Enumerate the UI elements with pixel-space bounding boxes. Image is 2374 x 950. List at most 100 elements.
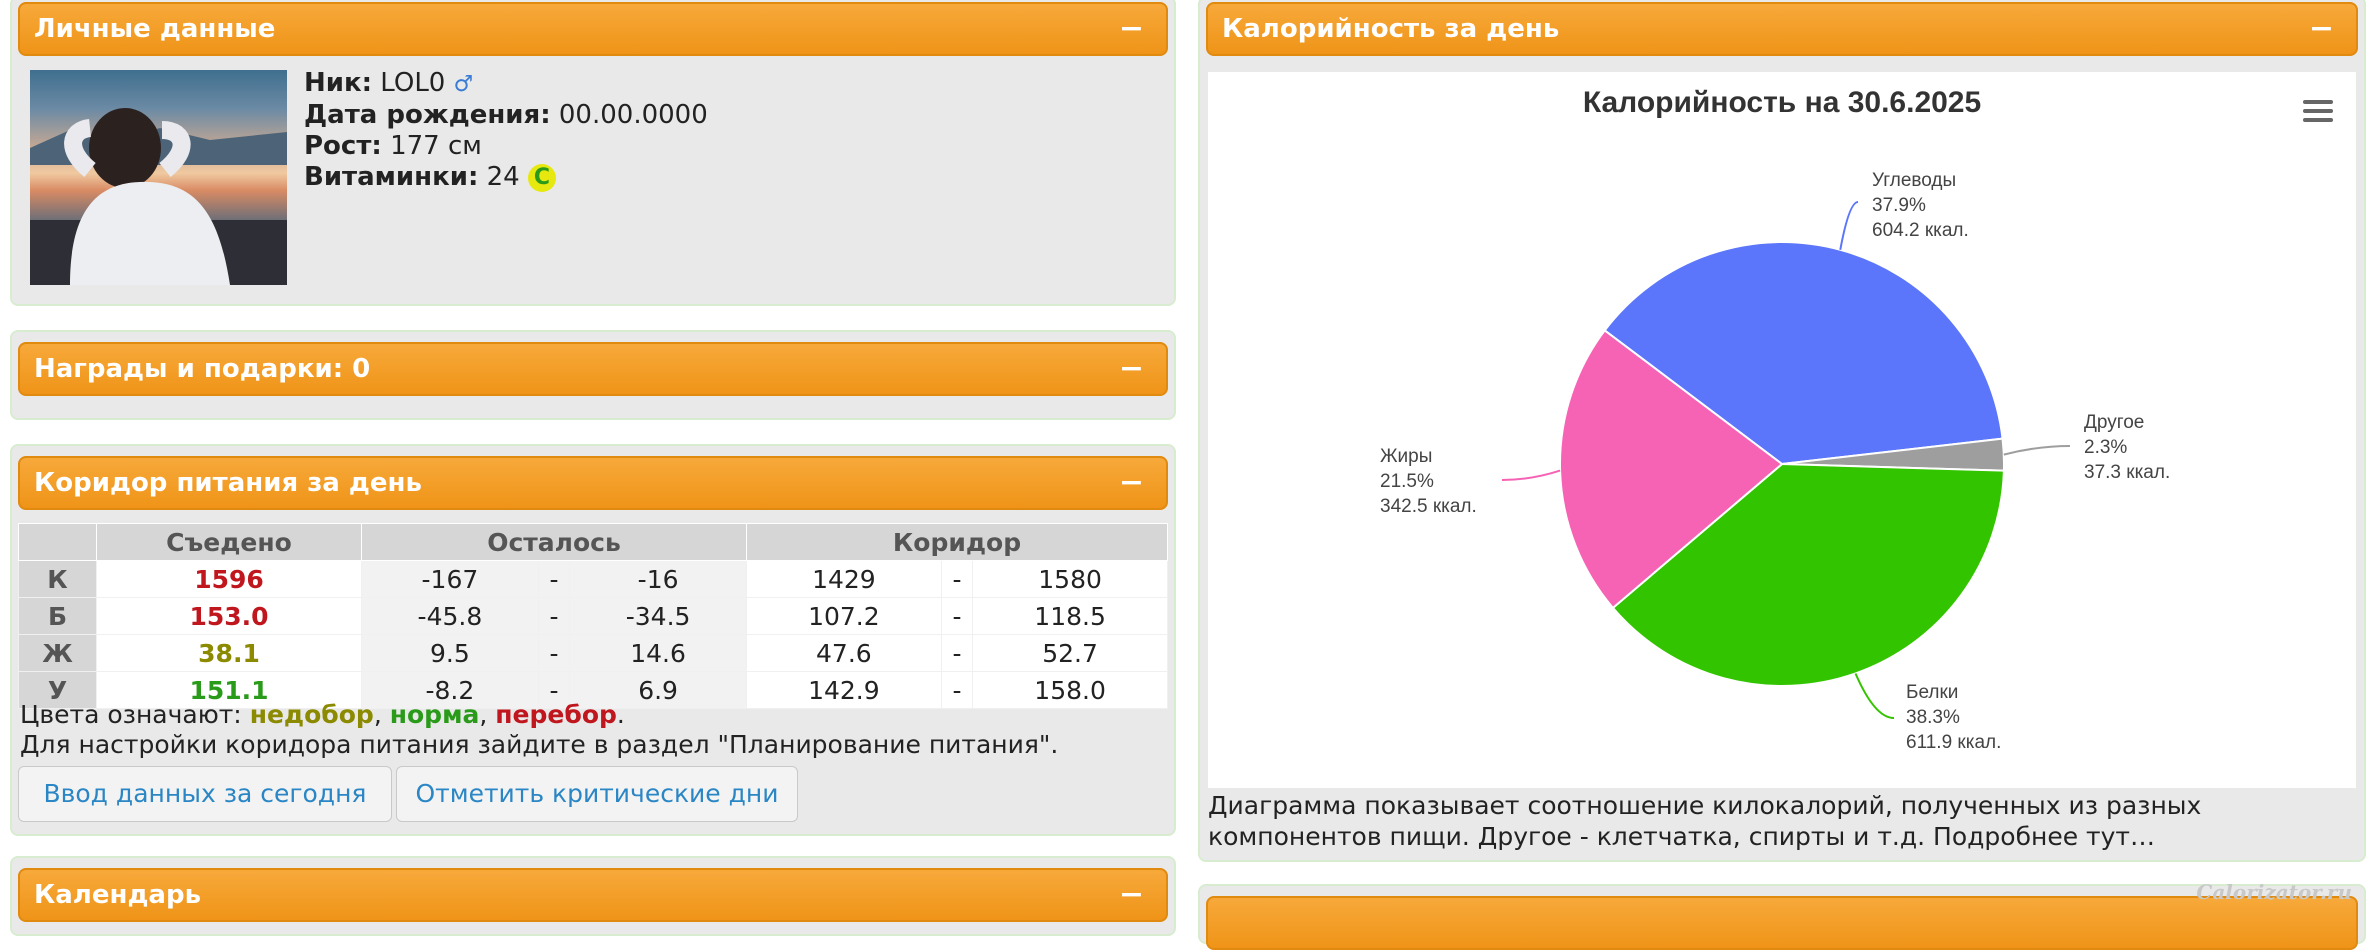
legend-sep: ,	[479, 700, 488, 729]
personal-header[interactable]: Личные данные −	[18, 2, 1168, 56]
calories-header[interactable]: Калорийность за день −	[1206, 2, 2358, 56]
corridor-header[interactable]: Коридор питания за день −	[18, 456, 1168, 510]
left-max: 6.9	[569, 671, 747, 709]
slice-value-label: 342.5 ккал.	[1380, 496, 1477, 517]
slice-value-label: 604.2 ккал.	[1872, 220, 1969, 241]
vitamin-c-icon[interactable]: C	[527, 163, 556, 192]
row-label: Ж	[18, 634, 97, 672]
corridor-dash: -	[940, 634, 974, 672]
collapse-icon[interactable]: −	[1118, 11, 1144, 46]
watermark: Calorizator.ru	[2196, 880, 2352, 904]
avatar-image	[30, 108, 287, 285]
slice-name-label: Углеводы	[1872, 170, 1956, 191]
left-min: -8.2	[361, 671, 539, 709]
personal-title: Личные данные	[34, 14, 276, 44]
colors-legend: Цвета означают: недобор, норма, перебор.…	[20, 700, 1058, 760]
awards-header[interactable]: Награды и подарки: 0 −	[18, 342, 1168, 396]
calories-title: Калорийность за день	[1222, 14, 1560, 44]
table-row: Б 153.0 -45.8- -34.5 107.2-118.5	[18, 597, 1168, 635]
left-max: 14.6	[569, 634, 747, 672]
calendar-header[interactable]: Календарь −	[18, 868, 1168, 922]
collapse-icon[interactable]: −	[1118, 465, 1144, 500]
nick-line: Ник: LOL0 ♂	[304, 68, 708, 100]
slice-connector	[1839, 201, 1859, 250]
corridor-dash: -	[940, 560, 974, 598]
legend-over: перебор	[495, 700, 617, 729]
collapse-icon[interactable]: −	[1118, 351, 1144, 386]
nick-value[interactable]: LOL0	[380, 68, 446, 98]
male-icon: ♂	[453, 72, 474, 97]
corridor-max: 52.7	[972, 634, 1168, 672]
slice-name-label: Другое	[2084, 412, 2144, 433]
corridor-max: 158.0	[972, 671, 1168, 709]
legend-sep: ,	[373, 700, 382, 729]
row-label: Б	[18, 597, 97, 635]
table-row: У 151.1 -8.2-6.9 142.9-158.0	[18, 671, 1168, 709]
corridor-table: Съедено Осталось Коридор К 1596 -167- -16 14…	[18, 523, 1169, 709]
colors-prefix: Цвета означают:	[20, 700, 242, 729]
birth-line: Дата рождения: 00.00.0000	[304, 100, 708, 131]
enter-today-button[interactable]: Ввод данных за сегодня	[18, 766, 392, 822]
table-row: Ж 38.1 9.5-14.6 47.6-52.7	[18, 634, 1168, 672]
corridor-title: Коридор питания за день	[34, 468, 422, 498]
collapse-icon[interactable]: −	[1118, 877, 1144, 912]
slice-value-label: 37.3 ккал.	[2084, 462, 2170, 483]
corridor-body: К 1596 -167- -16 1429-1580 Б 153.0 -45.8- -34.5 1…	[18, 560, 1168, 709]
collapse-icon[interactable]: −	[2308, 11, 2334, 46]
eaten-value: 153.0	[96, 597, 362, 635]
slice-connector	[1501, 469, 1561, 481]
calendar-title: Календарь	[34, 880, 202, 910]
chart-title: Калорийность на 30.6.2025	[1583, 86, 1981, 119]
corridor-max: 1580	[972, 560, 1168, 598]
left-min: -45.8	[361, 597, 539, 635]
slice-percent-label: 37.9%	[1872, 195, 1926, 216]
next-panel	[1198, 884, 2366, 950]
nick-label: Ник:	[304, 68, 373, 98]
eaten-value: 151.1	[96, 671, 362, 709]
vitamins-label: Витаминки:	[304, 162, 479, 192]
chart-menu-icon[interactable]	[2303, 100, 2333, 122]
slice-percent-label: 21.5%	[1380, 471, 1434, 492]
left-dash: -	[537, 560, 571, 598]
awards-title: Награды и подарки: 0	[34, 354, 371, 384]
personal-panel: Личные данные − Ник: LOL0 ♂ Дата рождени…	[10, 0, 1176, 306]
row-label: У	[18, 671, 97, 709]
calendar-panel: Календарь −	[10, 856, 1176, 936]
avatar	[30, 70, 287, 285]
chart-container: Калорийность на 30.6.2025 Углеводы 37.9% 6…	[1208, 72, 2356, 788]
legend-under: недобор	[249, 700, 374, 729]
next-header[interactable]	[1206, 896, 2358, 950]
calorie-pie-chart: Калорийность на 30.6.2025 Углеводы 37.9% 6…	[1380, 86, 2333, 753]
slice-percent-label: 38.3%	[1906, 707, 1960, 728]
left-min: -167	[361, 560, 539, 598]
left-max: -16	[569, 560, 747, 598]
mark-critical-days-button[interactable]: Отметить критические дни	[396, 766, 798, 822]
legend-end: .	[616, 700, 625, 729]
slice-name-label: Жиры	[1380, 446, 1432, 467]
corridor-min: 1429	[745, 560, 942, 598]
legend-norm: норма	[389, 700, 480, 729]
height-label: Рост:	[304, 131, 382, 161]
corridor-min: 47.6	[745, 634, 942, 672]
eaten-value: 1596	[96, 560, 362, 598]
left-max: -34.5	[569, 597, 747, 635]
profile-info: Ник: LOL0 ♂ Дата рождения: 00.00.0000 Ро…	[304, 68, 708, 193]
corridor-min: 107.2	[745, 597, 942, 635]
corridor-dash: -	[940, 671, 974, 709]
slice-connector	[1854, 673, 1895, 719]
table-row: К 1596 -167- -16 1429-1580	[18, 560, 1168, 598]
pie-slice[interactable]	[1611, 462, 2005, 687]
corridor-dash: -	[940, 597, 974, 635]
birth-value: 00.00.0000	[558, 100, 708, 130]
pie-slices: Углеводы 37.9% 604.2 ккал. Другое 2.3% 37.3 к…	[1380, 170, 2170, 753]
header-left: Осталось	[361, 523, 747, 561]
pie-slice[interactable]	[1559, 328, 1784, 610]
left-dash: -	[537, 671, 571, 709]
table-header-row: Съедено Осталось Коридор	[18, 523, 1169, 561]
slice-value-label: 611.9 ккал.	[1906, 732, 2001, 753]
row-label: К	[18, 560, 97, 598]
pie-slice[interactable]	[1603, 241, 2004, 466]
eaten-value: 38.1	[96, 634, 362, 672]
awards-panel: Награды и подарки: 0 −	[10, 330, 1176, 420]
corridor-min: 142.9	[745, 671, 942, 709]
